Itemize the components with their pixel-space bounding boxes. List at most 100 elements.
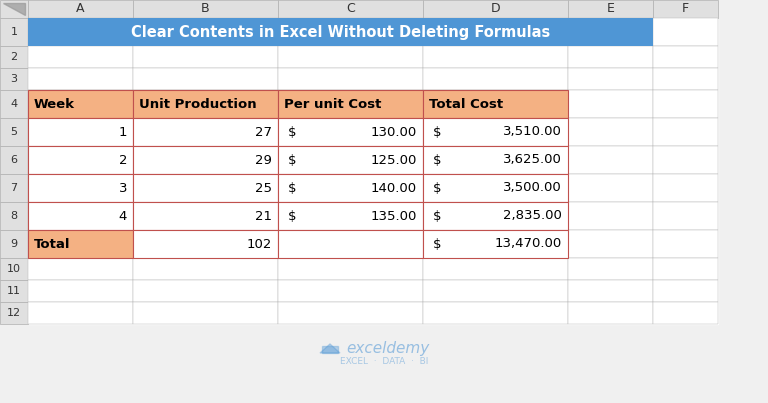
- Bar: [0, 280, 28, 302]
- Bar: [278, 174, 423, 202]
- Bar: [423, 46, 568, 68]
- Bar: [568, 280, 653, 302]
- Bar: [423, 118, 568, 146]
- Bar: [133, 46, 278, 68]
- Bar: [423, 174, 568, 202]
- Text: 2: 2: [118, 154, 127, 166]
- Bar: [423, 202, 568, 230]
- Bar: [133, 0, 278, 18]
- Bar: [568, 118, 653, 146]
- Text: 3: 3: [118, 181, 127, 195]
- Bar: [653, 18, 718, 46]
- Text: 13,470.00: 13,470.00: [495, 237, 562, 251]
- Bar: [278, 118, 423, 146]
- Bar: [133, 230, 278, 258]
- Text: 2: 2: [11, 52, 18, 62]
- Text: A: A: [76, 2, 84, 15]
- Bar: [278, 302, 423, 324]
- Text: 102: 102: [247, 237, 272, 251]
- Bar: [28, 118, 133, 146]
- Bar: [28, 18, 718, 324]
- Bar: [653, 46, 718, 68]
- Bar: [0, 0, 28, 18]
- Text: C: C: [346, 2, 355, 15]
- Bar: [653, 68, 718, 90]
- Bar: [28, 230, 133, 258]
- Bar: [28, 46, 133, 68]
- Text: 6: 6: [11, 155, 18, 165]
- Text: 140.00: 140.00: [371, 181, 417, 195]
- Text: 130.00: 130.00: [371, 125, 417, 139]
- Bar: [133, 280, 278, 302]
- Bar: [278, 230, 423, 258]
- Text: Per unit Cost: Per unit Cost: [284, 98, 382, 110]
- Bar: [133, 118, 278, 146]
- Bar: [133, 90, 278, 118]
- Text: $: $: [433, 181, 442, 195]
- Text: 3: 3: [11, 74, 18, 84]
- Text: D: D: [491, 2, 500, 15]
- Bar: [28, 202, 133, 230]
- Text: $: $: [433, 237, 442, 251]
- Bar: [568, 174, 653, 202]
- Text: 3,500.00: 3,500.00: [503, 181, 562, 195]
- Bar: [28, 302, 133, 324]
- Bar: [28, 18, 133, 46]
- Bar: [28, 174, 133, 202]
- Bar: [568, 46, 653, 68]
- Bar: [653, 0, 718, 18]
- Bar: [0, 230, 28, 258]
- Bar: [0, 118, 28, 146]
- Bar: [278, 68, 423, 90]
- Bar: [423, 146, 568, 174]
- Bar: [133, 146, 278, 174]
- Bar: [653, 230, 718, 258]
- Text: 27: 27: [255, 125, 272, 139]
- Text: $: $: [433, 210, 442, 222]
- Bar: [0, 18, 28, 46]
- Bar: [28, 0, 133, 18]
- Bar: [28, 146, 133, 174]
- Text: 4: 4: [11, 99, 18, 109]
- Bar: [133, 302, 278, 324]
- Text: EXCEL  ·  DATA  ·  BI: EXCEL · DATA · BI: [339, 357, 429, 366]
- Bar: [278, 202, 423, 230]
- Text: Total: Total: [34, 237, 71, 251]
- Bar: [133, 174, 278, 202]
- Bar: [423, 146, 568, 174]
- Bar: [423, 280, 568, 302]
- Bar: [278, 0, 423, 18]
- Text: E: E: [607, 2, 614, 15]
- Bar: [278, 258, 423, 280]
- Bar: [423, 230, 568, 258]
- Bar: [133, 202, 278, 230]
- Bar: [133, 230, 278, 258]
- Bar: [423, 202, 568, 230]
- Bar: [0, 174, 28, 202]
- Bar: [28, 146, 133, 174]
- Text: Unit Production: Unit Production: [139, 98, 257, 110]
- Text: exceldemy: exceldemy: [346, 341, 429, 355]
- Bar: [133, 18, 278, 46]
- Bar: [0, 46, 28, 68]
- Bar: [278, 90, 423, 118]
- Bar: [28, 280, 133, 302]
- Text: 2,835.00: 2,835.00: [503, 210, 562, 222]
- Bar: [568, 18, 653, 46]
- Text: Week: Week: [34, 98, 75, 110]
- Bar: [423, 174, 568, 202]
- Bar: [0, 202, 28, 230]
- Text: $: $: [433, 125, 442, 139]
- Bar: [568, 0, 653, 18]
- Bar: [653, 280, 718, 302]
- Text: 5: 5: [11, 127, 18, 137]
- Bar: [568, 68, 653, 90]
- Bar: [568, 146, 653, 174]
- Polygon shape: [322, 346, 338, 353]
- Bar: [133, 68, 278, 90]
- Bar: [278, 280, 423, 302]
- Bar: [278, 174, 423, 202]
- Bar: [278, 202, 423, 230]
- Text: 3,510.00: 3,510.00: [503, 125, 562, 139]
- Bar: [278, 230, 423, 258]
